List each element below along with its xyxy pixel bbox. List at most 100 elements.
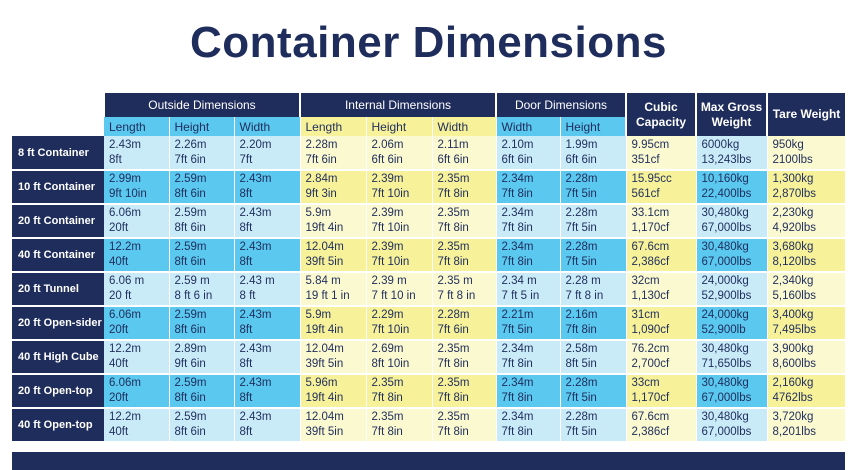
cell-metric-value: 2.28m <box>565 241 598 253</box>
cell-metric-value: 1.99m <box>565 138 598 151</box>
table-cell: 30,480kg 67,000lbs <box>696 408 768 443</box>
table-cell: 3,400kg 7,495lbs <box>767 306 846 341</box>
subheader-internal-height: Height <box>366 117 433 136</box>
cell-imperial-value: 20ft <box>109 392 129 404</box>
cell-metric-value: 5.96m <box>305 377 338 389</box>
cell-metric-value: 2.35m <box>437 411 470 423</box>
cell-imperial-value: 351cf <box>631 153 660 166</box>
cell-metric-value: 2,160kg <box>772 377 814 389</box>
cell-imperial-value: 7ft 8in <box>501 358 533 370</box>
table-cell: 2.28 m 7 ft 8 in <box>560 272 627 307</box>
table-row: 8 ft Container 2.43m 8ft 2.26m 7ft 6in 2.20m 7… <box>12 136 846 171</box>
header-tare-weight: Tare Weight <box>766 93 845 136</box>
table-cell: 9.95cm 351cf <box>626 136 697 171</box>
cell-metric-value: 2.10m <box>501 138 534 151</box>
cell-metric-value: 10,160kg <box>701 173 749 185</box>
cell-imperial-value: 6ft 6in <box>371 153 403 166</box>
table-cell: 6.06m 20ft <box>104 306 170 341</box>
cell-imperial-value: 7,495lbs <box>772 324 816 336</box>
cell-metric-value: 2.20m <box>239 138 272 151</box>
table-cell: 12.04m 39ft 5in <box>300 340 367 375</box>
cell-metric-value: 6.06m <box>109 309 141 321</box>
cell-imperial-value: 7ft 8in <box>371 426 403 438</box>
table-row: 20 ft Container 6.06m 20ft 2.59m 8ft 6in 2.43… <box>12 204 846 239</box>
cell-imperial-value: 7ft 10in <box>371 188 410 200</box>
cell-imperial-value: 8ft 5in <box>565 358 597 370</box>
cell-imperial-value: 8ft 6in <box>174 324 206 336</box>
cell-imperial-value: 9ft 6in <box>174 358 206 370</box>
cell-imperial-value: 7 ft 8 in <box>565 290 604 302</box>
cell-imperial-value: 19ft 4in <box>305 392 344 404</box>
table-cell: 2.34m 7ft 8in <box>496 238 561 273</box>
table-cell: 2.84m 9ft 3in <box>300 170 367 205</box>
row-label: 20 ft Container <box>12 204 104 239</box>
table-cell: 2.59m 8ft 6in <box>169 408 235 443</box>
table-row: 20 ft Open-top 6.06m 20ft 2.59m 8ft 6in 2.43m… <box>12 374 846 409</box>
cell-metric-value: 2.43m <box>239 411 272 423</box>
table-cell: 2.39 m 7 ft 10 in <box>366 272 433 307</box>
table-cell: 6000kg 13,243lbs <box>696 136 768 171</box>
cell-metric-value: 5.84 m <box>305 275 341 287</box>
cell-metric-value: 2.34m <box>501 207 534 219</box>
table-row: 10 ft Container 2.99m 9ft 10in 2.59m 8ft 6in… <box>12 170 846 205</box>
cell-metric-value: 2.11m <box>437 138 469 151</box>
cell-imperial-value: 19ft 4in <box>305 324 344 336</box>
subheader-door-height: Height <box>560 117 627 136</box>
cell-imperial-value: 2,386cf <box>631 426 670 438</box>
cell-imperial-value: 40ft <box>109 256 129 268</box>
table-cell: 6.06m 20ft <box>104 204 170 239</box>
table-cell: 2.29m 7ft 10in <box>366 306 433 341</box>
cell-metric-value: 2.34 m <box>501 275 537 287</box>
cell-imperial-value: 8ft 6in <box>174 188 206 200</box>
cell-metric-value: 2.59 m <box>174 275 210 287</box>
cell-metric-value: 2.39m <box>371 241 404 253</box>
cell-metric-value: 2.59m <box>174 411 207 423</box>
cell-imperial-value: 7ft 8in <box>501 426 533 438</box>
table-cell: 2.99m 9ft 10in <box>104 170 170 205</box>
table-cell: 2.43m 8ft <box>104 136 170 171</box>
subheader-internal-width: Width <box>432 117 497 136</box>
cell-metric-value: 2.35m <box>437 241 470 253</box>
table-cell: 2.34m 7ft 8in <box>496 408 561 443</box>
cell-imperial-value: 8ft 6in <box>174 392 206 404</box>
table-cell: 2.28m 7ft 5in <box>560 170 627 205</box>
cell-metric-value: 2.28m <box>565 207 598 219</box>
table-cell: 30,480kg 67,000lbs <box>696 238 768 273</box>
cell-imperial-value: 7ft 5in <box>565 188 597 200</box>
cell-metric-value: 24,000kg <box>701 275 749 287</box>
cell-metric-value: 2.34m <box>501 173 534 185</box>
cell-imperial-value: 2,700cf <box>631 358 670 370</box>
cell-imperial-value: 1,170cf <box>631 392 670 404</box>
cell-metric-value: 2.59m <box>174 309 207 321</box>
cell-metric-value: 2.84m <box>305 173 338 185</box>
cell-imperial-value: 67,000lbs <box>701 426 752 438</box>
cell-metric-value: 33cm <box>631 377 660 389</box>
cell-metric-value: 2.34m <box>501 377 534 389</box>
subheader-door-width: Width <box>496 117 561 136</box>
cell-imperial-value: 6ft 6in <box>437 153 469 166</box>
cell-imperial-value: 39ft 5in <box>305 256 344 268</box>
cell-imperial-value: 7ft 10in <box>371 256 410 268</box>
cell-imperial-value: 7ft 5in <box>501 324 533 336</box>
cell-metric-value: 2.06m <box>371 138 404 151</box>
table-cell: 2.43m 8ft <box>234 408 301 443</box>
cell-metric-value: 67.6cm <box>631 411 670 423</box>
cell-imperial-value: 7ft <box>239 153 253 166</box>
cell-metric-value: 12.2m <box>109 343 141 355</box>
table-cell: 1,300kg 2,870lbs <box>767 170 846 205</box>
table-cell: 5.96m 19ft 4in <box>300 374 367 409</box>
cell-metric-value: 5.9m <box>305 207 332 219</box>
cell-imperial-value: 2100lbs <box>772 153 813 166</box>
cell-metric-value: 2.35m <box>437 207 470 219</box>
subheader-outside-length: Length <box>104 117 170 136</box>
row-label: 10 ft Container <box>12 170 104 205</box>
table-cell: 76.2cm 2,700cf <box>626 340 697 375</box>
cell-imperial-value: 8ft 6in <box>174 256 206 268</box>
cell-metric-value: 2.59m <box>174 241 207 253</box>
table-cell: 2.39m 7ft 10in <box>366 238 433 273</box>
row-label: 40 ft Open-top <box>12 408 104 443</box>
cell-metric-value: 2.43m <box>239 173 272 185</box>
cell-metric-value: 2.28 m <box>565 275 601 287</box>
row-label: 20 ft Open-top <box>12 374 104 409</box>
